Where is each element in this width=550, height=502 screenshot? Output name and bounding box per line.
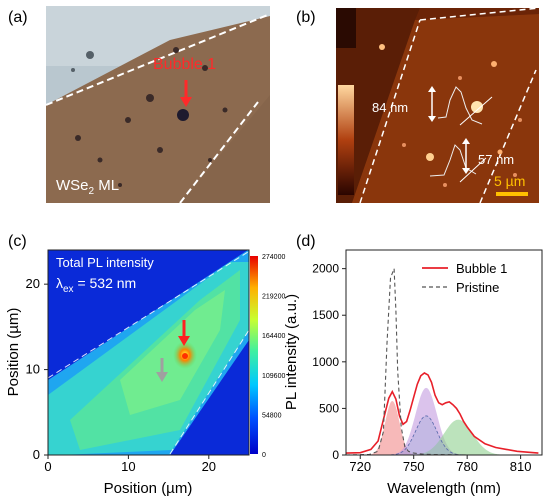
lambda-sub: ex xyxy=(63,284,74,295)
pl-spectrum-ytick-label: 0 xyxy=(332,448,339,462)
afm-image xyxy=(336,8,539,203)
panel-b: (b) 84 nm xyxy=(296,8,539,203)
pl-colorbar-tick-label: 54800 xyxy=(262,412,282,419)
series-line-pristine xyxy=(346,268,542,455)
pl-colorbar-ticks: 274000 219200 164400 109600 54800 0 xyxy=(262,254,285,459)
pl-spectrum-xtick-label: 750 xyxy=(403,459,425,474)
pl-map-ytick-label: 0 xyxy=(33,447,40,462)
pl-colorbar-tick-label: 0 xyxy=(262,452,266,459)
afm-height-colorbar xyxy=(338,85,354,195)
pl-colorbar-tick-label: 274000 xyxy=(262,254,285,261)
afm-scalebar-label: 5 µm xyxy=(494,173,525,189)
pl-map-red-arrow xyxy=(178,320,190,346)
lambda-symbol: λ xyxy=(56,275,63,291)
height-label-1: 84 nm xyxy=(372,100,408,115)
pl-map-title: Total PL intensity xyxy=(56,255,154,270)
bubble-annotation: Bubble 1 xyxy=(153,56,216,73)
pl-spectrum-xtick-label: 810 xyxy=(510,459,532,474)
fitted-peak-3 xyxy=(346,419,542,455)
pl-map-grey-arrow xyxy=(156,358,168,382)
pl-spectrum-ylabel: PL intensity (a.u.) xyxy=(283,294,300,410)
panel-a-label: (a) xyxy=(8,9,28,26)
lambda-value: = 532 nm xyxy=(74,275,137,291)
sample-label-base: WSe xyxy=(56,177,89,194)
pl-spectrum-plot xyxy=(346,268,542,455)
pl-spectrum-xtick-label: 780 xyxy=(456,459,478,474)
pl-spectrum-ytick-label: 500 xyxy=(319,401,339,415)
panel-c: (c) Total PL intensity λex = 532 nm 2740… xyxy=(5,233,285,497)
pl-spectrum-ytick-label: 2000 xyxy=(312,262,339,276)
pl-map-xtick-label: 10 xyxy=(121,459,135,474)
pl-colorbar xyxy=(250,256,258,454)
legend-label-bubble: Bubble 1 xyxy=(456,261,507,276)
panel-d: (d) 720 750 780 810 0 500 1000 1500 2000 Wavelen… xyxy=(283,233,543,497)
pl-map-ytick-label: 10 xyxy=(26,362,40,377)
panel-b-label: (b) xyxy=(296,9,316,26)
pl-map-frame xyxy=(47,249,250,456)
pl-spectrum-ytick-label: 1000 xyxy=(312,355,339,369)
afm-profile-1 xyxy=(428,86,493,126)
panel-c-label: (c) xyxy=(8,233,27,250)
fitted-peak-1 xyxy=(346,401,542,455)
sample-label-suffix: ML xyxy=(94,177,119,194)
sample-label: WSe2 ML xyxy=(56,177,119,197)
pl-spectrum-xlabel: Wavelength (nm) xyxy=(387,480,501,497)
pl-map-ylabel: Position (µm) xyxy=(5,308,22,397)
pl-spectrum-frame xyxy=(345,249,543,456)
fitted-peak-4 xyxy=(346,415,542,455)
sample-label-sub: 2 xyxy=(89,186,95,197)
pl-colorbar-tick-label: 219200 xyxy=(262,294,285,301)
optical-image xyxy=(46,6,270,203)
panel-a: (a) Bubble 1 WSe2 ML xyxy=(8,6,270,203)
series-line-bubble xyxy=(346,372,539,454)
pl-spectrum-xtick-label: 720 xyxy=(349,459,371,474)
pl-colorbar-tick-label: 164400 xyxy=(262,333,285,340)
pl-spectrum-ytick-label: 1500 xyxy=(312,308,339,322)
legend-label-pristine: Pristine xyxy=(456,280,499,295)
panel-d-label: (d) xyxy=(296,233,316,250)
pl-colorbar-tick-label: 109600 xyxy=(262,373,285,380)
afm-scalebar xyxy=(496,192,528,196)
bubble-arrow xyxy=(180,80,192,107)
pl-map-xlabel: Position (µm) xyxy=(104,480,193,497)
legend: Bubble 1 Pristine xyxy=(422,261,507,295)
pl-map-xtick-label: 0 xyxy=(44,459,51,474)
height-label-2: 57 nm xyxy=(478,152,514,167)
pl-map xyxy=(48,250,249,455)
pl-spectrum-axes: 720 750 780 810 0 500 1000 1500 2000 xyxy=(312,262,531,474)
pl-map-xtick-label: 20 xyxy=(202,459,216,474)
pl-map-axes: 0 10 20 0 10 20 xyxy=(26,276,217,474)
excitation-label: λex = 532 nm xyxy=(56,275,136,295)
afm-profile-2 xyxy=(429,138,487,183)
pl-map-ytick-label: 20 xyxy=(26,276,40,291)
